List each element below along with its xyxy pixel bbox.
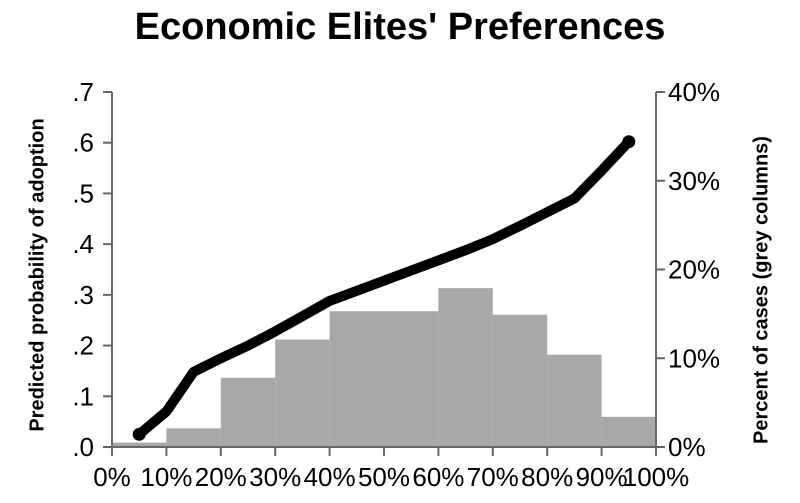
x-axis-tick-label: 70% — [467, 462, 519, 492]
histogram-bar — [329, 311, 384, 447]
histogram-bar — [438, 288, 493, 447]
x-axis-tick-label: 60% — [412, 462, 464, 492]
histogram-bar — [275, 339, 330, 447]
histogram-bar — [384, 311, 439, 447]
line-start-dot — [132, 427, 146, 441]
probability-line — [134, 136, 634, 440]
right-axis-tick-label: 30% — [668, 166, 720, 196]
x-axis-tick-label: 20% — [195, 462, 247, 492]
right-axis-tick-label: 20% — [668, 255, 720, 285]
line-end-dot — [622, 135, 636, 149]
x-axis-tick-label: 0% — [93, 462, 131, 492]
x-axis-tick-label: 100% — [623, 462, 690, 492]
histogram-bar — [220, 377, 276, 447]
histogram-bar — [492, 314, 548, 447]
x-axis-tick-label: 90% — [576, 462, 628, 492]
right-axis-tick-label: 40% — [668, 77, 720, 107]
histogram-bar — [601, 416, 656, 447]
left-axis-tick-label: .5 — [72, 178, 94, 208]
left-axis-tick-label: .0 — [72, 432, 94, 462]
right-axis-tick-label: 0% — [668, 432, 706, 462]
x-axis-tick-label: 50% — [358, 462, 410, 492]
left-axis-tick-label: .6 — [72, 128, 94, 158]
left-axis-tick-label: .2 — [72, 331, 94, 361]
x-axis-tick-label: 30% — [249, 462, 301, 492]
histogram-bar — [166, 428, 221, 447]
histogram-bar — [547, 354, 602, 447]
chart-title: Economic Elites' Preferences — [134, 6, 666, 48]
x-axis-tick-label: 80% — [521, 462, 573, 492]
left-axis-tick-label: .4 — [72, 229, 94, 259]
left-axis-tick-label: .1 — [72, 381, 94, 411]
right-axis-tick-label: 10% — [668, 343, 720, 373]
x-axis-tick-label: 40% — [304, 462, 356, 492]
left-axis-tick-label: .3 — [72, 280, 94, 310]
x-axis-tick-label: 10% — [140, 462, 192, 492]
left-axis-tick-label: .7 — [72, 77, 94, 107]
histogram-bar — [112, 442, 167, 447]
